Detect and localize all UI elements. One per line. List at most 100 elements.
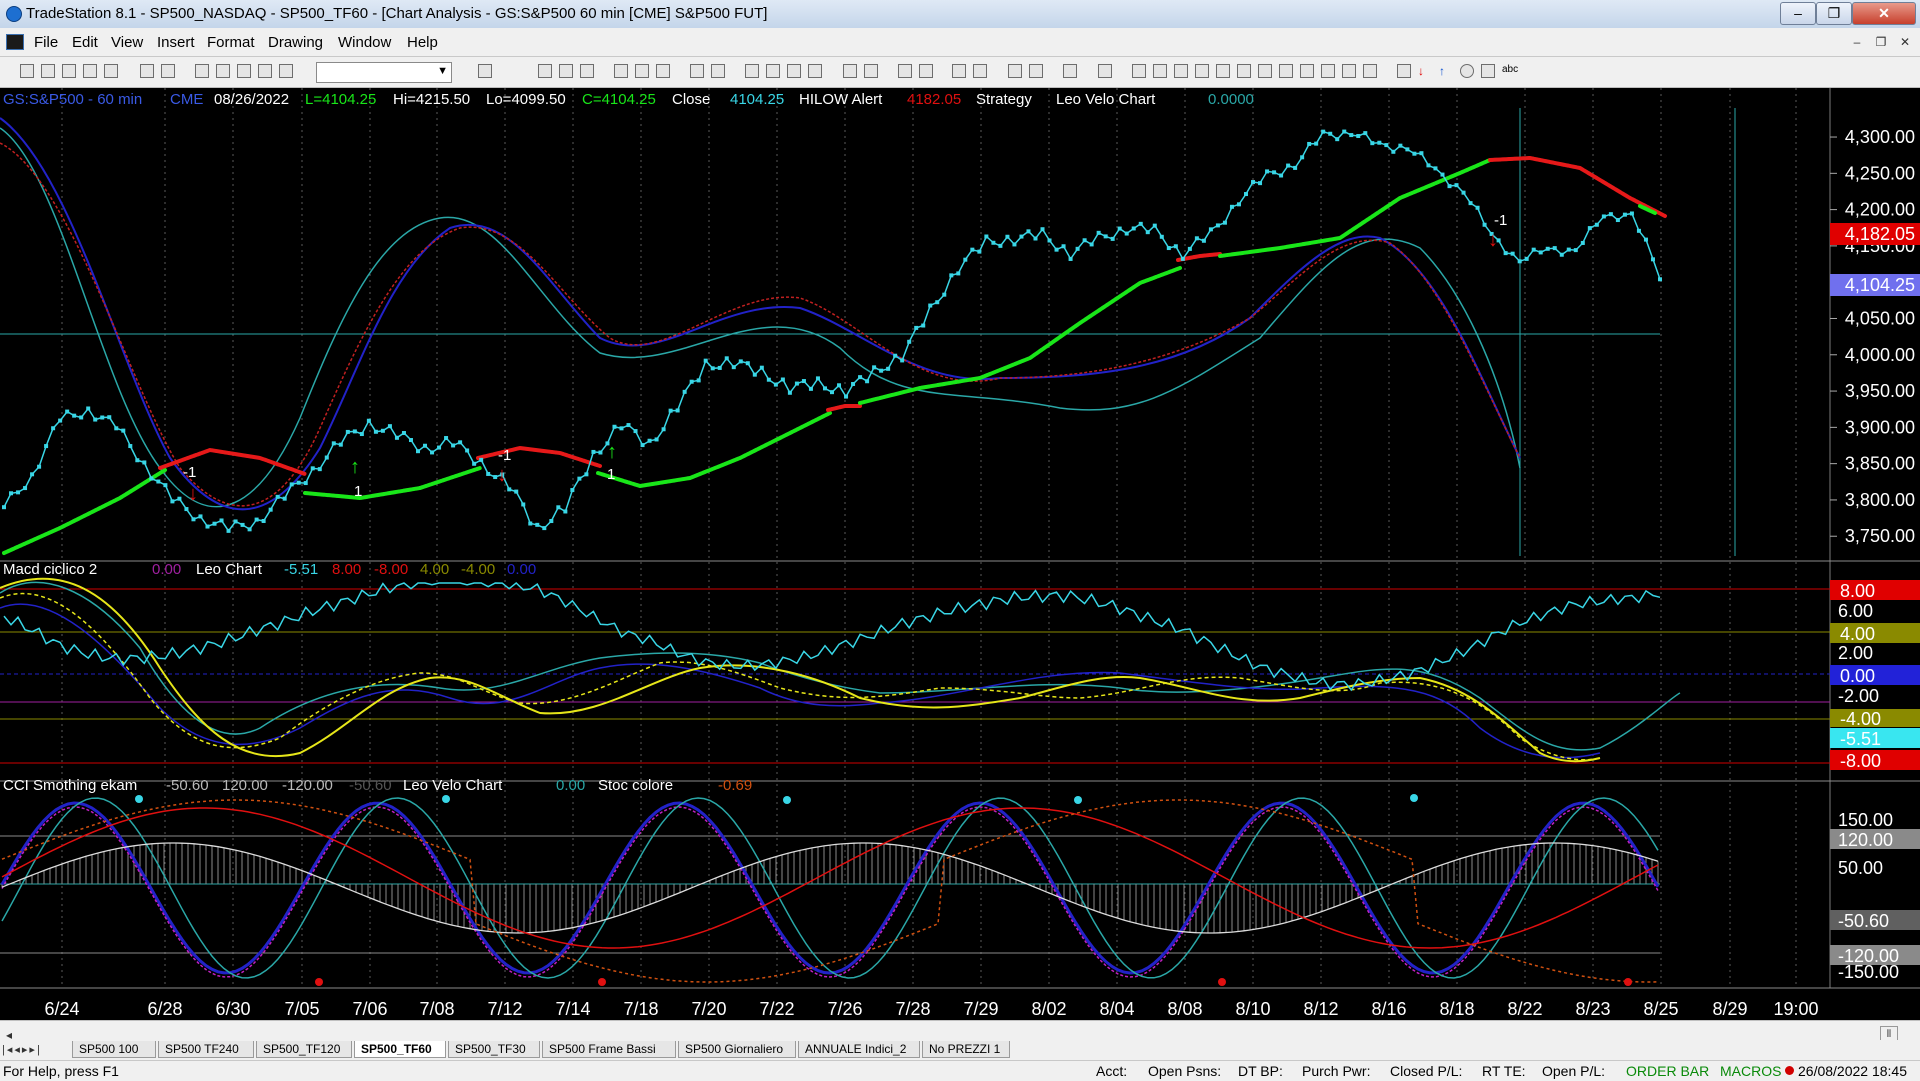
chart-window-icon[interactable] bbox=[6, 34, 24, 50]
print-icon[interactable] bbox=[161, 64, 175, 78]
menu-insert[interactable]: Insert bbox=[157, 34, 195, 51]
pitchfork-icon[interactable] bbox=[1279, 64, 1293, 78]
channel-icon[interactable] bbox=[1300, 64, 1314, 78]
minimize-button[interactable]: – bbox=[1780, 2, 1816, 25]
crosshair-icon[interactable] bbox=[1029, 64, 1043, 78]
new-window-icon[interactable] bbox=[62, 64, 76, 78]
tab-sp500-tf240[interactable]: SP500 TF240 bbox=[158, 1041, 254, 1058]
candle-icon[interactable] bbox=[787, 64, 801, 78]
line-icon[interactable] bbox=[808, 64, 822, 78]
open-icon[interactable] bbox=[41, 64, 55, 78]
layout-icon[interactable] bbox=[216, 64, 230, 78]
save-icon[interactable] bbox=[104, 64, 118, 78]
gann-icon[interactable] bbox=[1258, 64, 1272, 78]
title-bar: TradeStation 8.1 - SP500_NASDAQ - SP500_… bbox=[0, 0, 1920, 29]
order-bar-button[interactable]: ORDER BAR bbox=[1626, 1063, 1710, 1079]
tab-annuale-indici-2[interactable]: ANNUALE Indici_2 bbox=[798, 1041, 920, 1058]
tools-icon[interactable] bbox=[1063, 64, 1077, 78]
print-preview-icon[interactable] bbox=[140, 64, 154, 78]
tab-sp500-100[interactable]: SP500 100 bbox=[72, 1041, 156, 1058]
format-icon[interactable] bbox=[690, 64, 704, 78]
menu-drawing[interactable]: Drawing bbox=[268, 34, 324, 51]
fibonacci-icon[interactable] bbox=[1195, 64, 1209, 78]
close-button[interactable]: ✕ bbox=[1852, 2, 1916, 25]
rectangle-icon[interactable] bbox=[1481, 64, 1495, 78]
arrow-down-icon[interactable]: ↓ bbox=[1418, 64, 1424, 78]
macros-button[interactable]: MACROS bbox=[1720, 1063, 1782, 1079]
horizontal-lines-icon[interactable] bbox=[1174, 64, 1188, 78]
price-point bbox=[500, 472, 505, 477]
tab-sp500-tf120[interactable]: SP500_TF120 bbox=[256, 1041, 352, 1058]
zoom-in-icon[interactable] bbox=[919, 64, 933, 78]
price-point bbox=[752, 372, 757, 377]
chart-svg[interactable]: -1 ↓ ↑ 1 -1 ↓ ↑ 1 -1 ↓ GS:S&P500 - 60 mi… bbox=[0, 88, 1920, 1020]
search-icon[interactable] bbox=[478, 64, 492, 78]
workspace-icon[interactable] bbox=[195, 64, 209, 78]
tab-sp500-tf60[interactable]: SP500_TF60 bbox=[354, 1041, 446, 1058]
tab-navigation-icon[interactable]: |◂◂▸▸| bbox=[2, 1044, 42, 1056]
price-point bbox=[451, 443, 456, 448]
zoom-out-icon[interactable] bbox=[898, 64, 912, 78]
menu-edit[interactable]: Edit bbox=[72, 34, 98, 51]
bug-icon[interactable] bbox=[279, 64, 293, 78]
regression-icon[interactable] bbox=[1321, 64, 1335, 78]
trendline-icon[interactable] bbox=[1132, 64, 1146, 78]
menu-view[interactable]: View bbox=[111, 34, 144, 51]
scroll-right-icon[interactable] bbox=[864, 64, 878, 78]
maximize-button[interactable]: ❐ bbox=[1816, 2, 1852, 25]
price-point bbox=[1096, 230, 1101, 235]
chart-area[interactable]: -1 ↓ ↑ 1 -1 ↓ ↑ 1 -1 ↓ GS:S&P500 - 60 mi… bbox=[0, 88, 1920, 1020]
chart-analysis-icon[interactable] bbox=[538, 64, 552, 78]
zoom-icon[interactable] bbox=[952, 64, 966, 78]
copy-window-icon[interactable] bbox=[83, 64, 97, 78]
matrix-icon[interactable] bbox=[580, 64, 594, 78]
oscillator-blue-line bbox=[0, 117, 1521, 511]
tab-sp500-frame-bassi[interactable]: SP500 Frame Bassi bbox=[542, 1041, 676, 1058]
ellipse-icon[interactable] bbox=[1460, 64, 1474, 78]
curve-icon[interactable] bbox=[1397, 64, 1411, 78]
tab-sp500-giornaliero[interactable]: SP500 Giornaliero bbox=[678, 1041, 796, 1058]
mdi-restore-button[interactable]: ❐ bbox=[1875, 35, 1887, 49]
strategy-icon[interactable] bbox=[635, 64, 649, 78]
menu-help[interactable]: Help bbox=[407, 34, 438, 51]
parallel-icon[interactable] bbox=[1342, 64, 1356, 78]
price-point bbox=[23, 486, 28, 491]
cci-tag-120: 120.00 bbox=[1838, 830, 1893, 850]
bar-icon[interactable] bbox=[766, 64, 780, 78]
text-icon[interactable]: abc bbox=[1502, 64, 1519, 75]
new-icon[interactable] bbox=[20, 64, 34, 78]
cursor-icon[interactable] bbox=[1008, 64, 1022, 78]
radar-screen-icon[interactable] bbox=[559, 64, 573, 78]
arc-icon[interactable] bbox=[1216, 64, 1230, 78]
vertical-lines-icon[interactable] bbox=[1153, 64, 1167, 78]
signal-label: -1 bbox=[1494, 212, 1507, 229]
mdi-minimize-button[interactable]: – bbox=[1853, 35, 1861, 49]
menu-format[interactable]: Format bbox=[207, 34, 255, 51]
price-point bbox=[72, 413, 77, 418]
price-point bbox=[93, 417, 98, 422]
symbol-icon[interactable] bbox=[711, 64, 725, 78]
mdi-close-button[interactable]: ✕ bbox=[1899, 35, 1911, 49]
menu-file[interactable]: File bbox=[34, 34, 59, 51]
scroll-left-icon[interactable]: ◂ bbox=[6, 1028, 13, 1042]
menu-window[interactable]: Window bbox=[338, 34, 392, 51]
arrow-up-icon[interactable]: ↑ bbox=[1439, 64, 1445, 78]
shopping-icon[interactable] bbox=[258, 64, 272, 78]
tab-no-prezzi-1[interactable]: No PREZZI 1 bbox=[922, 1041, 1010, 1058]
date-tick-label: 6/24 bbox=[44, 999, 79, 1019]
price-point bbox=[787, 390, 792, 395]
indicator-icon[interactable] bbox=[614, 64, 628, 78]
pen-icon[interactable] bbox=[1363, 64, 1377, 78]
play-icon[interactable] bbox=[456, 64, 470, 78]
zoom-reset-icon[interactable] bbox=[973, 64, 987, 78]
scroll-left-icon[interactable] bbox=[843, 64, 857, 78]
macd-tag-leo: -5.51 bbox=[1840, 729, 1881, 749]
symbol-dropdown[interactable]: ▼ bbox=[316, 62, 452, 83]
tab-sp500-tf30[interactable]: SP500_TF30 bbox=[448, 1041, 540, 1058]
fan-icon[interactable] bbox=[1237, 64, 1251, 78]
expand-icon[interactable] bbox=[1098, 64, 1112, 78]
insert-study-icon[interactable] bbox=[656, 64, 670, 78]
price-point bbox=[65, 409, 70, 414]
data-window-icon[interactable] bbox=[745, 64, 759, 78]
lock-icon[interactable] bbox=[237, 64, 251, 78]
